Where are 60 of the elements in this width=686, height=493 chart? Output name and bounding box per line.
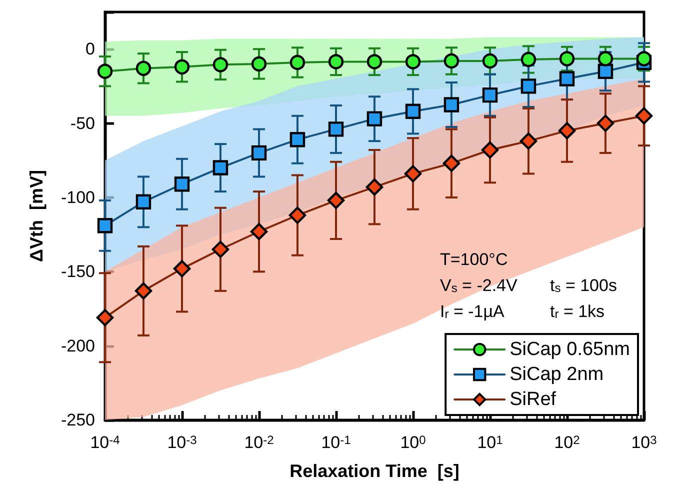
annotation: ts = 100s <box>550 276 617 295</box>
point <box>366 111 382 126</box>
point <box>212 240 230 258</box>
point <box>212 160 228 176</box>
point <box>481 141 499 159</box>
point <box>636 51 652 66</box>
point <box>559 71 575 86</box>
point <box>328 54 344 70</box>
point <box>444 97 460 112</box>
y-tick-label: -250 <box>56 410 95 430</box>
annotation: Vs = -2.4V <box>440 276 518 295</box>
point <box>136 194 152 210</box>
point <box>405 104 421 120</box>
point <box>328 122 344 137</box>
point <box>290 132 306 148</box>
point <box>174 176 190 192</box>
point <box>173 260 191 278</box>
legend-label: SiRef <box>510 389 557 410</box>
legend-label: SiCap 2nm <box>510 364 604 385</box>
point <box>174 59 190 74</box>
point <box>212 57 228 72</box>
point <box>97 218 113 234</box>
point <box>97 64 113 79</box>
point <box>327 192 345 210</box>
point <box>250 222 268 240</box>
point <box>598 64 614 79</box>
point <box>134 282 152 300</box>
y-axis-title: ΔVth [mV] <box>26 170 46 262</box>
point <box>96 309 114 326</box>
point <box>596 114 614 132</box>
point <box>558 122 576 140</box>
point <box>404 165 422 182</box>
legend-label: SiCap 0.65nm <box>510 339 630 360</box>
point <box>520 52 536 68</box>
point <box>520 132 538 150</box>
y-tick-label: -200 <box>56 336 95 356</box>
point <box>288 206 306 224</box>
point <box>251 56 267 72</box>
x-axis-title: Relaxation Time [s] <box>290 461 460 481</box>
point <box>520 78 536 94</box>
point <box>442 154 460 172</box>
y-tick-label: -50 <box>66 114 95 133</box>
point <box>482 87 498 103</box>
point <box>444 53 460 69</box>
point <box>405 54 421 70</box>
point <box>598 51 614 66</box>
point <box>136 60 152 76</box>
point <box>559 51 575 66</box>
point <box>635 107 653 124</box>
point <box>366 54 382 70</box>
y-tick-label: -150 <box>56 262 95 282</box>
point <box>251 145 267 161</box>
annotation: Ir = -1µA <box>440 302 506 321</box>
y-tick-label: -100 <box>56 188 95 207</box>
point <box>290 54 306 70</box>
y-tick-label: 0 <box>80 40 95 59</box>
annotation: T=100°C <box>440 250 508 269</box>
point <box>366 178 384 196</box>
annotation: tr = 1ks <box>550 302 605 321</box>
point <box>482 53 498 69</box>
